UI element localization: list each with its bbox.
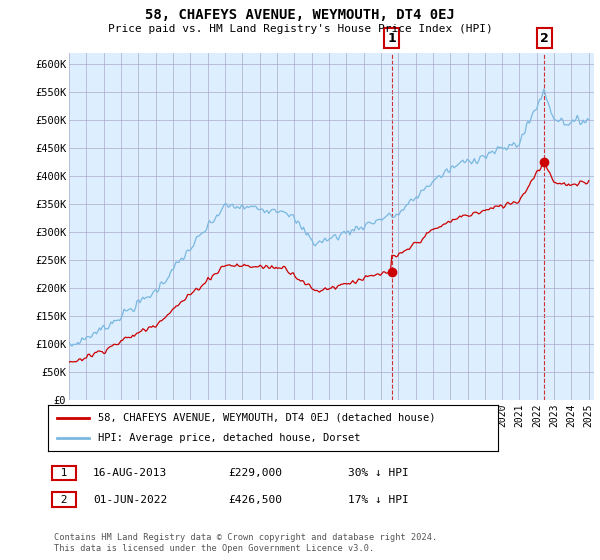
Text: 01-JUN-2022: 01-JUN-2022 [93, 494, 167, 505]
Text: 1: 1 [387, 31, 396, 45]
Text: HPI: Average price, detached house, Dorset: HPI: Average price, detached house, Dors… [97, 433, 360, 443]
Text: 2: 2 [540, 31, 548, 45]
Text: 1: 1 [54, 468, 74, 478]
Text: Price paid vs. HM Land Registry's House Price Index (HPI): Price paid vs. HM Land Registry's House … [107, 24, 493, 34]
Text: 2: 2 [54, 494, 74, 505]
Text: Contains HM Land Registry data © Crown copyright and database right 2024.
This d: Contains HM Land Registry data © Crown c… [54, 533, 437, 553]
Text: 30% ↓ HPI: 30% ↓ HPI [348, 468, 409, 478]
Text: 58, CHAFEYS AVENUE, WEYMOUTH, DT4 0EJ (detached house): 58, CHAFEYS AVENUE, WEYMOUTH, DT4 0EJ (d… [97, 413, 435, 423]
Text: 17% ↓ HPI: 17% ↓ HPI [348, 494, 409, 505]
Text: 16-AUG-2013: 16-AUG-2013 [93, 468, 167, 478]
Text: £229,000: £229,000 [228, 468, 282, 478]
Text: 58, CHAFEYS AVENUE, WEYMOUTH, DT4 0EJ: 58, CHAFEYS AVENUE, WEYMOUTH, DT4 0EJ [145, 8, 455, 22]
Text: £426,500: £426,500 [228, 494, 282, 505]
